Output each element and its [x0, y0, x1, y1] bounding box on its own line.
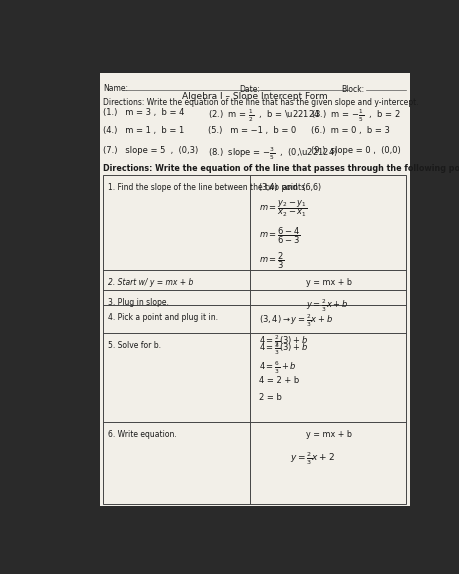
Text: 2 = b: 2 = b — [259, 393, 282, 402]
Text: 5. Solve for b.: 5. Solve for b. — [108, 341, 161, 350]
Text: 4 = 2 + b: 4 = 2 + b — [259, 377, 300, 386]
Text: (6.)  m = 0 ,  b = 3: (6.) m = 0 , b = 3 — [310, 126, 389, 135]
Text: Directions: Write the equation of the line that passes through the following poi: Directions: Write the equation of the li… — [103, 164, 459, 173]
Text: (5.)   m = −1 ,  b = 0: (5.) m = −1 , b = 0 — [208, 126, 297, 135]
Text: 3. Plug in slope.: 3. Plug in slope. — [108, 298, 168, 307]
Text: Algebra I – Slope Intercept Form: Algebra I – Slope Intercept Form — [182, 92, 328, 101]
Text: (8.)  slope = $-\frac{3}{5}$  ,  (0,\u22124): (8.) slope = $-\frac{3}{5}$ , (0,\u22124… — [208, 146, 339, 162]
Text: (1.)   m = 3 ,  b = 4: (1.) m = 3 , b = 4 — [103, 108, 185, 117]
Text: 4. Pick a point and plug it in.: 4. Pick a point and plug it in. — [108, 313, 218, 322]
Text: $4 = \frac{6}{3} + b$: $4 = \frac{6}{3} + b$ — [259, 359, 297, 375]
Text: $m = \dfrac{6-4}{6-3}$: $m = \dfrac{6-4}{6-3}$ — [259, 226, 301, 246]
Text: (4.)   m = 1 ,  b = 1: (4.) m = 1 , b = 1 — [103, 126, 185, 135]
Bar — [100, 73, 409, 506]
Text: 6. Write equation.: 6. Write equation. — [108, 430, 177, 439]
Text: (9.)  slope = 0 ,  (0,0): (9.) slope = 0 , (0,0) — [310, 146, 400, 154]
Text: Block:: Block: — [341, 86, 364, 95]
Text: (2.)  m = $\frac{1}{2}$  ,  b = \u22124: (2.) m = $\frac{1}{2}$ , b = \u22124 — [208, 108, 321, 125]
Text: y = mx + b: y = mx + b — [306, 430, 352, 439]
Text: Date:: Date: — [239, 86, 260, 95]
Text: $4 = \frac{2}{3}(3) + b$: $4 = \frac{2}{3}(3) + b$ — [259, 341, 309, 358]
Text: Name:: Name: — [103, 84, 128, 93]
Text: $(3,4) \rightarrow y = \frac{2}{3}x + b$: $(3,4) \rightarrow y = \frac{2}{3}x + b$ — [259, 313, 333, 329]
Text: $y = \frac{2}{3}x + b$: $y = \frac{2}{3}x + b$ — [306, 298, 348, 314]
Text: $4 = \frac{2}{3}(3) + b$: $4 = \frac{2}{3}(3) + b$ — [259, 333, 309, 350]
Text: 2. Start w/ y = mx + b: 2. Start w/ y = mx + b — [108, 278, 193, 287]
Text: $y = \frac{2}{3}x + 2$: $y = \frac{2}{3}x + 2$ — [291, 451, 335, 467]
Text: (7.)   slope = 5  ,  (0,3): (7.) slope = 5 , (0,3) — [103, 146, 198, 154]
Text: 1. Find the slope of the line between the two points.: 1. Find the slope of the line between th… — [108, 183, 307, 192]
Text: (3.)  m = $-\frac{1}{5}$  ,  b = 2: (3.) m = $-\frac{1}{5}$ , b = 2 — [310, 108, 400, 125]
Bar — [103, 175, 407, 505]
Text: Directions: Write the equation of the line that has the given slope and y-interc: Directions: Write the equation of the li… — [103, 98, 419, 107]
Text: (3,4)  and  (6,6): (3,4) and (6,6) — [259, 183, 322, 192]
Text: $m = \dfrac{2}{3}$: $m = \dfrac{2}{3}$ — [259, 250, 285, 271]
Text: $m = \dfrac{y_2 - y_1}{x_2 - x_1}$: $m = \dfrac{y_2 - y_1}{x_2 - x_1}$ — [259, 199, 308, 219]
Text: y = mx + b: y = mx + b — [306, 278, 352, 287]
